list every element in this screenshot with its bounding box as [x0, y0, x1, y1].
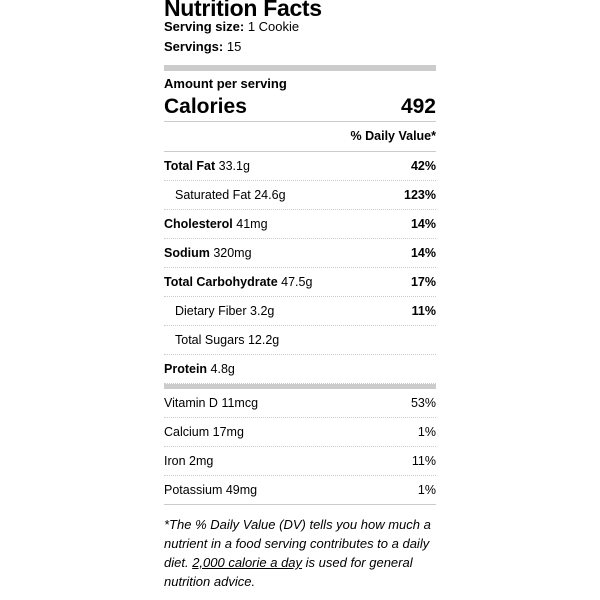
- nutrient-label: Potassium: [164, 483, 223, 497]
- nutrient-label: Protein: [164, 362, 208, 376]
- amount-per-serving: Amount per serving: [164, 76, 287, 91]
- nutrition-label: Nutrition Facts Serving size: 1 Cookie S…: [164, 0, 436, 591]
- nutrient-amount: 4.8g: [210, 362, 235, 376]
- serving-size: Serving size: 1 Cookie: [164, 17, 436, 37]
- calories-row: Calories 492: [164, 93, 436, 122]
- nutrient-row: Total Sugars 12.2g: [164, 326, 436, 355]
- nutrient-amount: 3.2g: [250, 304, 275, 318]
- daily-value-percent: 14%: [410, 246, 436, 260]
- nutrient-list: Total Fat 33.1g 42% Saturated Fat 24.6g 123…: [164, 152, 436, 384]
- nutrient-amount: 49mg: [225, 483, 258, 497]
- nutrient-label: Saturated Fat: [175, 188, 251, 202]
- daily-value-header: % Daily Value*: [164, 122, 436, 152]
- calories-label: Calories: [164, 95, 247, 118]
- footnote-text-end: is used for general nutrition advice.: [164, 555, 413, 589]
- nutrient-name: Total Sugars 12.2g: [175, 326, 279, 354]
- nutrient-name: Potassium 49mg: [164, 476, 257, 504]
- daily-value-percent: 1%: [417, 483, 436, 497]
- nutrient-label: Sodium: [164, 246, 210, 260]
- nutrient-name: Protein 4.8g: [164, 355, 235, 383]
- nutrient-row: Iron 2mg 11%: [164, 447, 436, 476]
- nutrient-name: Vitamin D 11mcg: [164, 389, 258, 417]
- daily-value-percent: 42%: [410, 159, 436, 173]
- calories-value: 492: [400, 95, 436, 118]
- nutrient-amount: 17mg: [212, 425, 244, 439]
- nutrient-row: Sodium 320mg 14%: [164, 239, 436, 268]
- daily-value-percent: 14%: [410, 217, 436, 231]
- nutrient-row: Saturated Fat 24.6g 123%: [164, 181, 436, 210]
- nutrient-row: Total Carbohydrate 47.5g 17%: [164, 268, 436, 297]
- vitamin-list: Vitamin D 11mcg 53% Calcium 17mg 1% Iron 2mg…: [164, 389, 436, 505]
- nutrient-label: Dietary Fiber: [175, 304, 247, 318]
- servings-label: Servings:: [164, 39, 224, 54]
- daily-value-percent: 123%: [404, 188, 436, 202]
- nutrient-amount: 24.6g: [254, 188, 286, 202]
- label-title: Nutrition Facts: [164, 0, 322, 21]
- servings: Servings: 15: [164, 37, 436, 57]
- nutrient-label: Total Sugars: [175, 333, 245, 347]
- footnote-link[interactable]: 2,000 calorie a day: [192, 555, 303, 570]
- nutrient-amount: 2mg: [189, 454, 214, 468]
- nutrient-name: Sodium 320mg: [164, 239, 252, 267]
- nutrient-name: Total Carbohydrate 47.5g: [164, 268, 312, 296]
- daily-value-percent: 11%: [411, 454, 436, 468]
- nutrient-amount: 12.2g: [247, 333, 280, 347]
- nutrient-name: Dietary Fiber 3.2g: [175, 297, 274, 325]
- nutrient-label: Calcium: [164, 425, 210, 439]
- daily-value-percent: 11%: [411, 304, 436, 318]
- nutrient-row: Potassium 49mg 1%: [164, 476, 436, 505]
- nutrient-label: Cholesterol: [164, 217, 233, 231]
- nutrient-name: Saturated Fat 24.6g: [175, 181, 286, 209]
- nutrient-amount: 33.1g: [218, 159, 250, 173]
- nutrient-row: Vitamin D 11mcg 53%: [164, 389, 436, 418]
- daily-value-percent: 17%: [410, 275, 436, 289]
- divider-thick: [164, 384, 436, 389]
- nutrient-row: Protein 4.8g: [164, 355, 436, 384]
- nutrient-label: Total Fat: [164, 159, 216, 173]
- nutrient-label: Total Carbohydrate: [164, 275, 278, 289]
- nutrient-name: Cholesterol 41mg: [164, 210, 268, 238]
- nutrient-name: Calcium 17mg: [164, 418, 244, 446]
- divider-thick: [164, 65, 436, 71]
- nutrient-label: Vitamin D: [164, 396, 218, 410]
- serving-size-label: Serving size:: [164, 19, 245, 34]
- servings-value: 15: [226, 39, 242, 54]
- serving-size-value: 1 Cookie: [247, 19, 300, 34]
- nutrient-amount: 47.5g: [281, 275, 313, 289]
- footnote: *The % Daily Value (DV) tells you how mu…: [164, 515, 436, 591]
- daily-value-percent: 53%: [410, 396, 436, 410]
- nutrient-label: Iron: [164, 454, 186, 468]
- nutrient-row: Dietary Fiber 3.2g 11%: [164, 297, 436, 326]
- nutrient-amount: 11mcg: [221, 396, 259, 410]
- nutrient-amount: 41mg: [236, 217, 268, 231]
- nutrient-amount: 320mg: [213, 246, 252, 260]
- daily-value-percent: 1%: [417, 425, 436, 439]
- nutrient-name: Total Fat 33.1g: [164, 152, 250, 180]
- nutrient-row: Total Fat 33.1g 42%: [164, 152, 436, 181]
- nutrient-row: Cholesterol 41mg 14%: [164, 210, 436, 239]
- nutrient-name: Iron 2mg: [164, 447, 213, 475]
- nutrient-row: Calcium 17mg 1%: [164, 418, 436, 447]
- footnote-text: *The % Daily Value (DV) tells you how mu…: [164, 517, 431, 570]
